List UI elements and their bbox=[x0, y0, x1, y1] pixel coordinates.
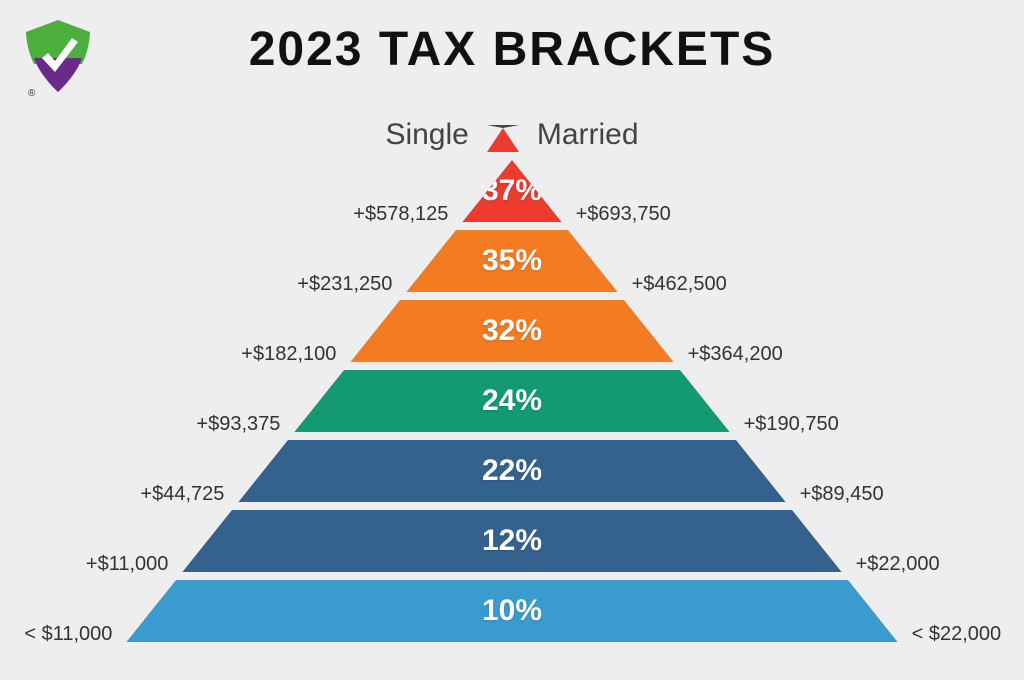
tier-married-threshold: +$462,500 bbox=[632, 273, 727, 296]
tier-rate: 24% bbox=[294, 384, 729, 418]
married-column-label: Married bbox=[537, 118, 639, 152]
page-title: 2023 TAX BRACKETS bbox=[0, 22, 1024, 77]
tier-single-threshold: +$231,250 bbox=[297, 273, 392, 296]
pyramid-header: Single Married bbox=[0, 118, 1024, 152]
tier-single-threshold: < $11,000 bbox=[24, 623, 112, 646]
registered-mark: ® bbox=[28, 88, 36, 98]
tier-married-threshold: < $22,000 bbox=[912, 623, 1002, 646]
tier-single-threshold: +$44,725 bbox=[140, 483, 224, 506]
pyramid-tier: 24%+$93,375+$190,750 bbox=[294, 370, 729, 432]
tier-single-threshold: +$578,125 bbox=[353, 203, 448, 226]
tier-single-threshold: +$182,100 bbox=[241, 343, 336, 366]
pyramid-tier: 35%+$231,250+$462,500 bbox=[406, 230, 617, 292]
tier-rate: 35% bbox=[406, 244, 617, 278]
apex-triangle-icon bbox=[487, 125, 519, 152]
tier-married-threshold: +$693,750 bbox=[576, 203, 671, 226]
tier-rate: 37% bbox=[462, 174, 561, 208]
tier-married-threshold: +$364,200 bbox=[688, 343, 783, 366]
pyramid-tier: 22%+$44,725+$89,450 bbox=[238, 440, 785, 502]
tier-shape: 37% bbox=[462, 160, 561, 222]
tier-shape: 24% bbox=[294, 370, 729, 432]
tier-rate: 32% bbox=[350, 314, 673, 348]
tier-shape: 35% bbox=[406, 230, 617, 292]
tier-rate: 12% bbox=[182, 524, 841, 558]
tier-married-threshold: +$190,750 bbox=[744, 413, 839, 436]
tier-single-threshold: +$93,375 bbox=[196, 413, 280, 436]
tier-married-threshold: +$89,450 bbox=[800, 483, 884, 506]
tier-shape: 12% bbox=[182, 510, 841, 572]
tier-shape: 10% bbox=[126, 580, 897, 642]
tier-married-threshold: +$22,000 bbox=[856, 553, 940, 576]
pyramid-tier: 32%+$182,100+$364,200 bbox=[350, 300, 673, 362]
pyramid-tier: 10%< $11,000< $22,000 bbox=[126, 580, 897, 642]
tier-shape: 32% bbox=[350, 300, 673, 362]
tier-shape: 22% bbox=[238, 440, 785, 502]
pyramid-tier: 37%+$578,125+$693,750 bbox=[462, 160, 561, 222]
tier-rate: 22% bbox=[238, 454, 785, 488]
pyramid-tier: 12%+$11,000+$22,000 bbox=[182, 510, 841, 572]
tier-single-threshold: +$11,000 bbox=[86, 553, 169, 576]
single-column-label: Single bbox=[385, 118, 468, 152]
tier-rate: 10% bbox=[126, 594, 897, 628]
